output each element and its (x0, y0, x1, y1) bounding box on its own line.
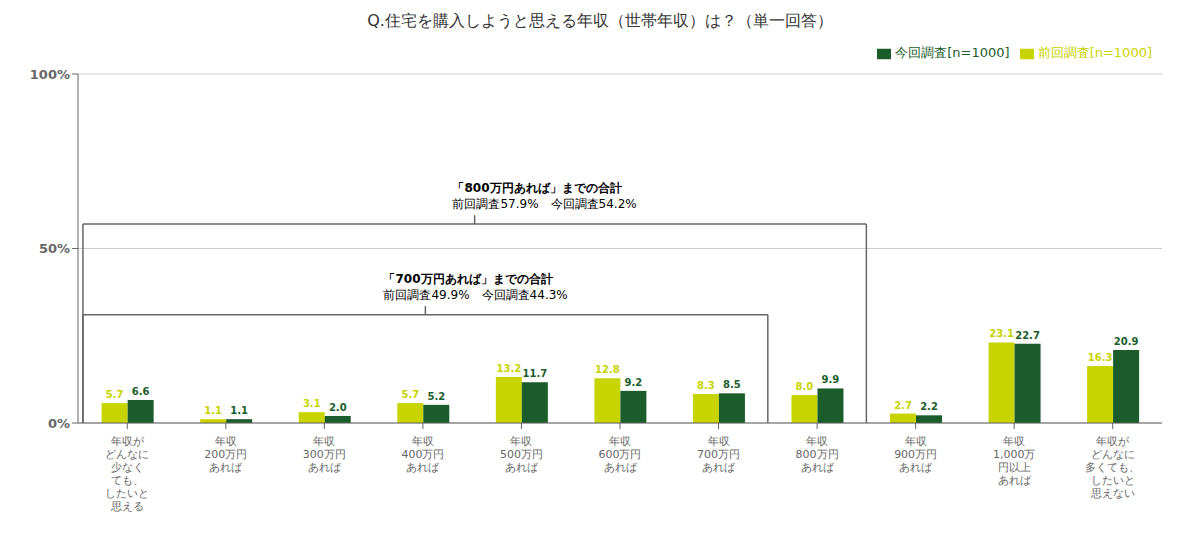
svg-text:5.2: 5.2 (427, 391, 445, 402)
svg-text:「700万円あれば」までの合計: 「700万円あれば」までの合計 (383, 272, 552, 286)
svg-text:年収400万円あれば: 年収400万円あれば (401, 435, 444, 474)
html-text:前回調査[n=1000]: 前回調査[n=1000] (1037, 45, 1152, 60)
svg-text:2.7: 2.7 (894, 400, 912, 411)
svg-text:年収1,000万円以上あれば: 年収1,000万円以上あれば (993, 435, 1036, 487)
svg-text:1.1: 1.1 (230, 405, 248, 416)
svg-text:0%: 0% (48, 416, 70, 431)
svg-text:1.1: 1.1 (204, 405, 222, 416)
svg-text:5.7: 5.7 (401, 389, 419, 400)
html-text:今回調査[n=1000]: 今回調査[n=1000] (895, 45, 1010, 60)
svg-text:「800万円あれば」までの合計: 「800万円あれば」までの合計 (452, 181, 621, 195)
html-text:Q.住宅を購入しようと思える年収（世帯年収）は？（単一回答）: Q.住宅を購入しようと思える年収（世帯年収）は？（単一回答） (367, 11, 833, 30)
svg-text:2.0: 2.0 (329, 402, 347, 413)
svg-text:20.9: 20.9 (1114, 336, 1139, 347)
svg-text:8.3: 8.3 (697, 380, 715, 391)
svg-text:100%: 100% (30, 67, 70, 82)
svg-text:8.5: 8.5 (723, 379, 741, 390)
svg-text:12.8: 12.8 (595, 364, 620, 375)
svg-text:22.7: 22.7 (1015, 330, 1040, 341)
svg-text:6.6: 6.6 (132, 386, 150, 397)
svg-text:年収300万円あれば: 年収300万円あれば (303, 435, 346, 474)
svg-text:11.7: 11.7 (522, 368, 547, 379)
svg-text:年収がどんなに少なくても、したいと思える: 年収がどんなに少なくても、したいと思える (105, 435, 149, 513)
svg-text:50%: 50% (39, 241, 70, 256)
svg-text:9.9: 9.9 (822, 374, 840, 385)
svg-text:前回調査49.9% 今回調査44.3%: 前回調査49.9% 今回調査44.3% (383, 288, 567, 302)
svg-text:年収600万円あれば: 年収600万円あれば (599, 435, 642, 474)
svg-text:23.1: 23.1 (989, 328, 1014, 339)
svg-text:年収900万円あれば: 年収900万円あれば (894, 435, 937, 474)
svg-text:年収700万円あれば: 年収700万円あれば (697, 435, 740, 474)
svg-text:2.2: 2.2 (920, 401, 938, 412)
svg-text:8.0: 8.0 (796, 381, 814, 392)
svg-text:年収200万円あれば: 年収200万円あれば (204, 435, 247, 474)
svg-text:3.1: 3.1 (303, 398, 321, 409)
svg-text:前回調査57.9% 今回調査54.2%: 前回調査57.9% 今回調査54.2% (452, 197, 636, 211)
svg-text:年収800万円あれば: 年収800万円あれば (796, 435, 839, 474)
svg-text:9.2: 9.2 (625, 377, 643, 388)
svg-text:年収500万円あれば: 年収500万円あれば (500, 435, 543, 474)
svg-text:5.7: 5.7 (106, 389, 124, 400)
svg-text:13.2: 13.2 (496, 363, 521, 374)
svg-text:年収がどんなに多くても、したいと思えない: 年収がどんなに多くても、したいと思えない (1085, 435, 1140, 500)
svg-text:16.3: 16.3 (1088, 352, 1113, 363)
